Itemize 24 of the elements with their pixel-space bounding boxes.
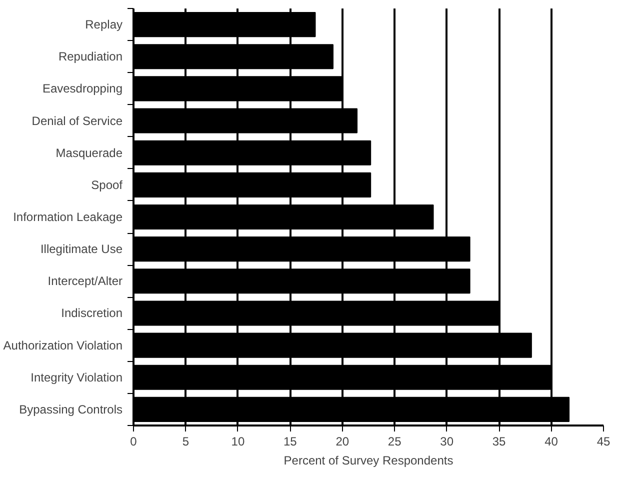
y-tick-label: Illegitimate Use [40, 242, 123, 256]
y-tick-label: Eavesdropping [42, 82, 123, 96]
x-tick-label: 15 [283, 434, 298, 448]
y-tick-label: Denial of Service [32, 114, 123, 128]
x-tick-label: 35 [492, 434, 506, 448]
x-tick-label: 0 [130, 434, 138, 448]
y-tick-label: Replay [85, 18, 123, 32]
y-tick-label: Integrity Violation [30, 370, 123, 384]
y-tick-label: Information Leakage [13, 210, 123, 224]
x-axis-title: Percent of Survey Respondents [284, 454, 454, 468]
x-tick-label: 10 [231, 434, 245, 448]
y-tick-label: Repudiation [58, 50, 123, 64]
x-tick-label: 25 [388, 434, 402, 448]
y-tick-label: Intercept/Alter [48, 274, 123, 288]
x-tick-label: 5 [182, 434, 190, 448]
x-tick-label: 40 [544, 434, 558, 448]
y-tick-label: Authorization Violation [3, 338, 123, 352]
y-tick-label: Indiscretion [61, 306, 123, 320]
y-tick-label: Masquerade [56, 146, 123, 160]
x-tick-label: 45 [596, 434, 610, 448]
x-tick-label: 20 [336, 434, 350, 448]
y-tick-label: Spoof [91, 178, 124, 192]
x-tick-label: 30 [440, 434, 454, 448]
y-tick-label: Bypassing Controls [19, 402, 123, 416]
